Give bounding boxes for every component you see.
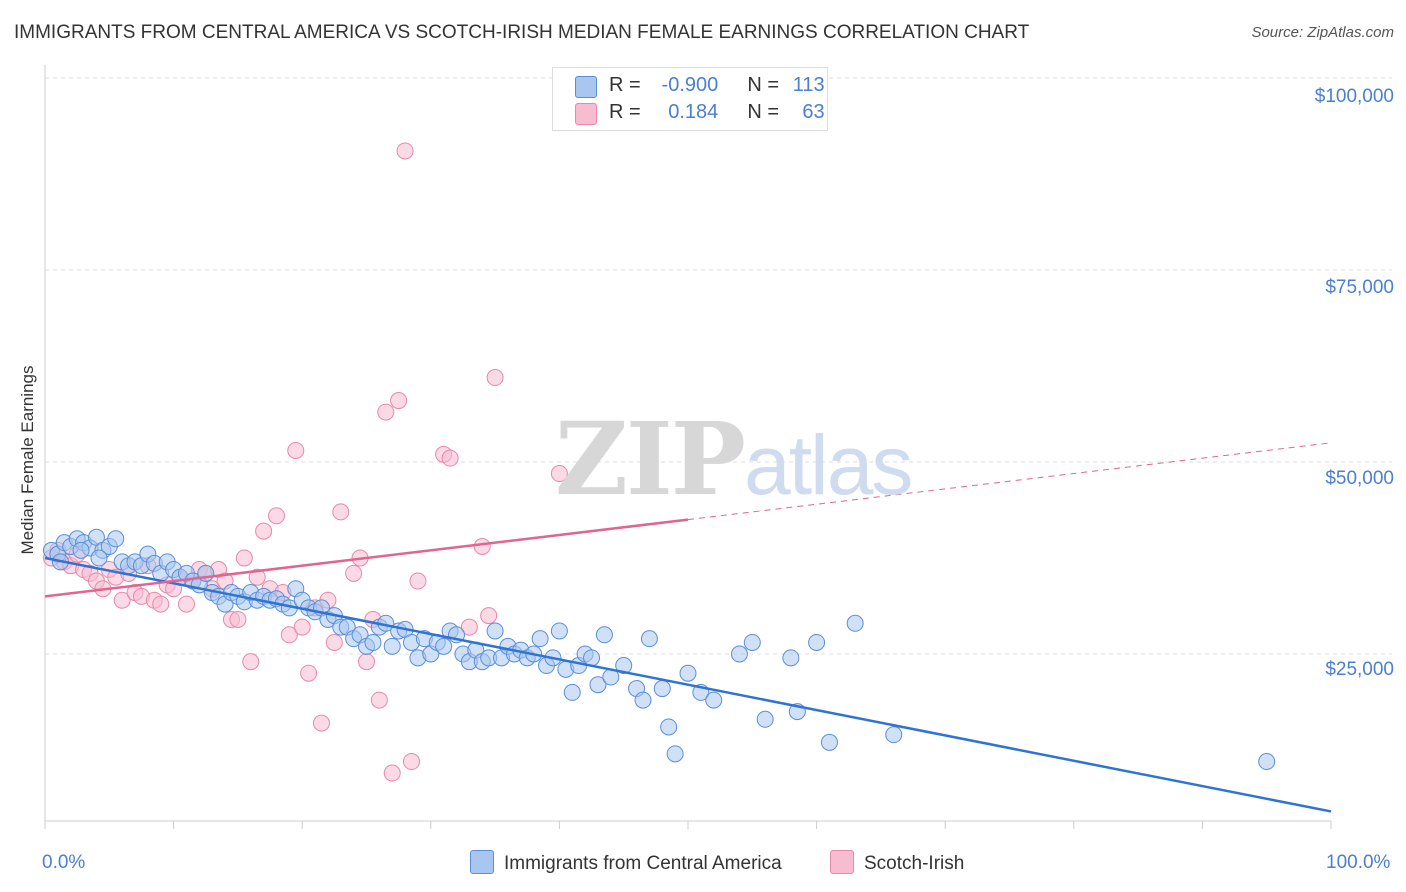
central-america-point <box>679 664 697 682</box>
scotch-irish-trend-line <box>44 518 689 598</box>
scotch-irish-point <box>409 572 427 590</box>
scotch-irish-point <box>312 714 330 732</box>
central-america-point <box>756 710 774 728</box>
central-america-point <box>435 637 453 655</box>
legend-label: Immigrants from Central America <box>504 853 782 874</box>
x-tick-label-min: 0.0% <box>42 852 86 873</box>
central-america-point <box>531 630 549 648</box>
central-america-point <box>615 657 633 675</box>
watermark-atlas: atlas <box>743 418 913 512</box>
r-value: -0.900 <box>661 74 719 96</box>
scotch-irish-point <box>403 753 421 771</box>
central-america-point <box>820 733 838 751</box>
central-america-point <box>550 622 568 640</box>
n-value: 63 <box>802 101 825 123</box>
n-label: N = <box>747 101 780 123</box>
chart-title: IMMIGRANTS FROM CENTRAL AMERICA VS SCOTC… <box>14 22 1030 43</box>
trend-lines <box>44 442 1332 813</box>
central-america-point <box>634 691 652 709</box>
central-america-point <box>563 683 581 701</box>
central-america-point <box>705 691 723 709</box>
central-america-point <box>595 626 613 644</box>
scotch-irish-point <box>377 403 395 421</box>
n-label: N = <box>747 74 780 96</box>
legend-swatch-pink <box>575 103 597 125</box>
scotch-irish-point <box>441 449 459 467</box>
scotch-irish-point <box>300 664 318 682</box>
r-label: R = <box>609 101 641 123</box>
scotch-irish-trend-extension <box>687 442 1332 521</box>
central-america-points <box>42 528 1276 771</box>
r-value: 0.184 <box>668 101 719 123</box>
scotch-irish-point <box>480 607 498 625</box>
scotch-irish-point <box>235 549 253 567</box>
grid-layer <box>45 77 1392 655</box>
central-america-point <box>364 633 382 651</box>
central-america-point <box>486 622 504 640</box>
central-america-point <box>666 745 684 763</box>
scotch-irish-point <box>248 568 266 586</box>
scotch-irish-point <box>486 369 504 387</box>
scotch-irish-point <box>473 537 491 555</box>
scotch-irish-point <box>280 626 298 644</box>
source-credit: Source: ZipAtlas.com <box>1251 24 1394 41</box>
central-america-point <box>743 633 761 651</box>
scotch-irish-point <box>332 503 350 521</box>
legend-swatch-blue <box>470 850 494 874</box>
legend-item-central-america: Immigrants from Central America <box>470 850 782 875</box>
scotch-irish-point <box>267 507 285 525</box>
scotch-irish-point <box>152 595 170 613</box>
scotch-irish-point <box>325 633 343 651</box>
scotch-irish-point <box>113 591 131 609</box>
axis-layer <box>44 65 1332 829</box>
r-label: R = <box>609 74 641 96</box>
scotch-irish-point <box>293 618 311 636</box>
y-tick-label: $25,000 <box>1325 659 1394 680</box>
central-america-point <box>730 645 748 663</box>
central-america-point <box>660 718 678 736</box>
y-tick-label: $50,000 <box>1325 468 1394 489</box>
n-value: 113 <box>792 74 825 96</box>
x-tick-label-max: 100.0% <box>1326 852 1391 873</box>
scotch-irish-point <box>396 142 414 160</box>
central-america-point <box>640 630 658 648</box>
central-america-point <box>90 549 108 567</box>
scotch-irish-point <box>345 564 363 582</box>
central-america-point <box>1258 753 1276 771</box>
scotch-irish-point <box>383 764 401 782</box>
scotch-irish-point <box>177 595 195 613</box>
y-tick-label: $75,000 <box>1325 277 1394 298</box>
scotch-irish-point <box>229 610 247 628</box>
scotch-irish-point <box>460 618 478 636</box>
scotch-irish-point <box>255 522 273 540</box>
central-america-point <box>72 541 90 559</box>
central-america-point <box>846 614 864 632</box>
central-america-point <box>653 680 671 698</box>
central-america-point <box>782 649 800 667</box>
scotch-irish-point <box>287 441 305 459</box>
scotch-irish-point <box>370 691 388 709</box>
y-tick-label: $100,000 <box>1314 86 1394 107</box>
scotch-irish-point <box>242 653 260 671</box>
central-america-point <box>885 726 903 744</box>
correlation-legend: R = -0.900 N = 113 R = 0.184 N = 63 <box>552 67 828 131</box>
central-america-point <box>107 530 125 548</box>
scotch-irish-point <box>358 653 375 671</box>
legend-swatch-blue <box>575 76 597 98</box>
y-axis-label: Median Female Earnings <box>18 365 37 555</box>
legend-label: Scotch-Irish <box>864 853 965 874</box>
central-america-point <box>589 676 607 694</box>
watermark-zip: ZIP <box>555 400 746 518</box>
scotch-irish-point <box>390 392 408 410</box>
scotch-irish-point <box>550 465 568 483</box>
watermark: ZIPatlas <box>555 400 913 518</box>
central-america-point <box>808 633 826 651</box>
central-america-trend-line <box>44 556 1332 813</box>
central-america-point <box>383 637 401 655</box>
legend-swatch-pink <box>830 850 854 874</box>
legend-item-scotch-irish: Scotch-Irish <box>830 850 964 875</box>
